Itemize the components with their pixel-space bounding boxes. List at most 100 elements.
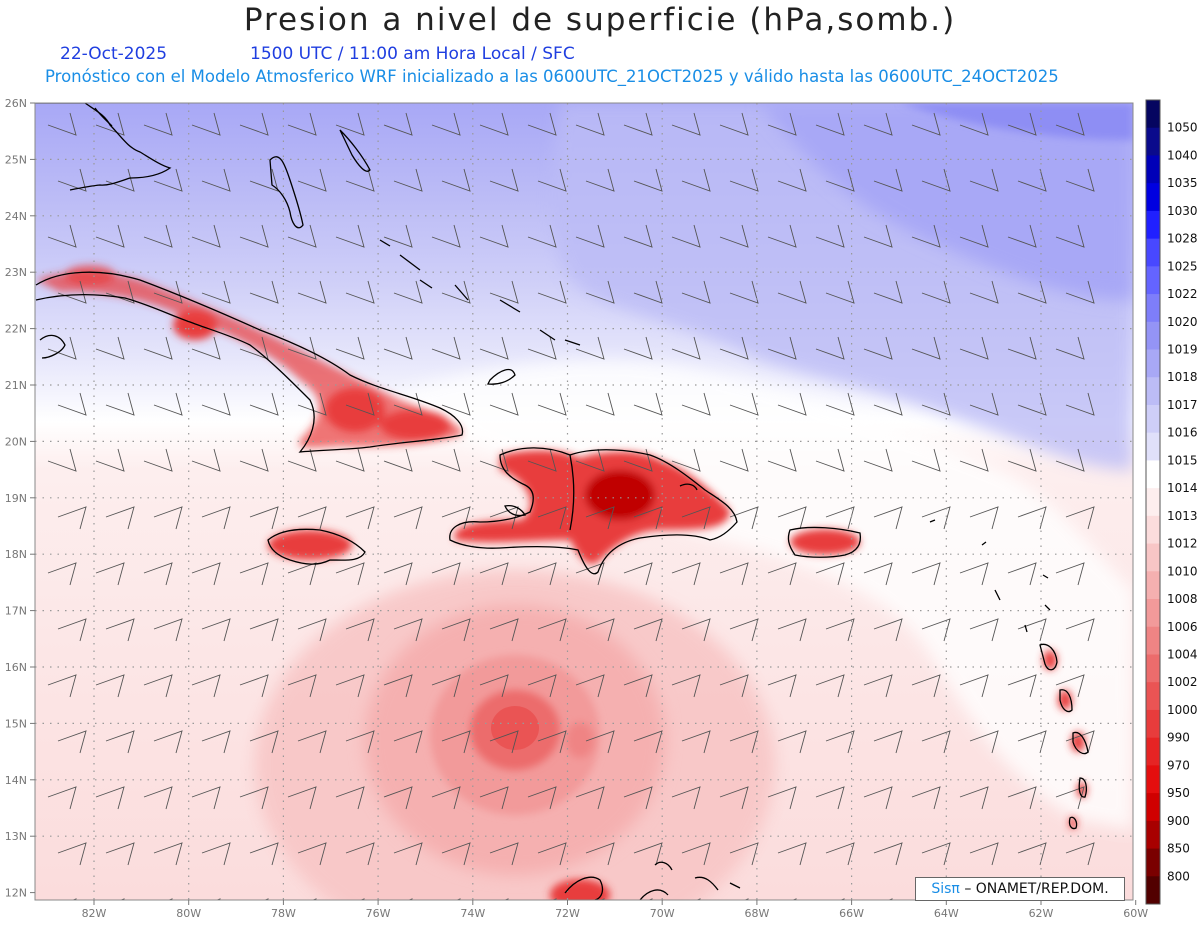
wind-barb [1017, 842, 1047, 866]
wind-barb [777, 730, 807, 754]
wind-barb [537, 168, 567, 192]
wind-barb [215, 898, 221, 900]
wind-barb [695, 898, 701, 900]
wind-barb [503, 898, 509, 900]
wind-barb [297, 618, 327, 642]
colorbar-swatch [1146, 626, 1160, 655]
wind-barb [863, 112, 893, 136]
colorbar-label: 800 [1167, 869, 1190, 883]
wind-barb [1007, 562, 1037, 586]
wind-barb [623, 336, 653, 360]
wind-barb [239, 448, 269, 472]
colorbar-label: 1035 [1167, 176, 1198, 190]
wind-barb [959, 786, 989, 810]
wind-barb [585, 392, 615, 416]
valid-date-line: 22-Oct-2025 1500 UTC / 11:00 am Hora Loca… [60, 44, 575, 64]
wind-barb [1055, 448, 1085, 472]
colorbar-swatch [1146, 820, 1160, 850]
lat-tick-label: 22N [5, 323, 27, 336]
colorbar-swatch [1146, 876, 1160, 905]
wind-barb [479, 786, 509, 810]
wind-barb [873, 392, 903, 416]
credit-box: Sisπ – ONAMET/REP.DOM. [915, 877, 1125, 901]
wind-barb [47, 224, 77, 248]
wind-barb [47, 786, 77, 810]
wind-barb [585, 168, 615, 192]
wind-barb [815, 674, 845, 698]
wind-barb [575, 448, 605, 472]
colorbar-label: 1025 [1167, 259, 1198, 273]
wind-barb [431, 336, 461, 360]
wind-barb [633, 730, 663, 754]
wind-barb [191, 674, 221, 698]
wind-barb [479, 674, 509, 698]
wind-barb [1055, 674, 1085, 698]
wind-barb [191, 786, 221, 810]
wind-barb [767, 112, 797, 136]
wind-barb [249, 168, 279, 192]
wind-barb [57, 730, 87, 754]
colorbar-swatch [1146, 488, 1160, 517]
colorbar-label: 1019 [1167, 343, 1198, 357]
wind-barb [335, 112, 365, 136]
wind-barb [167, 898, 173, 900]
lat-tick-label: 20N [5, 435, 27, 448]
wind-barb [153, 506, 183, 530]
wind-barb [393, 280, 423, 304]
colorbar-swatch [1146, 349, 1160, 378]
wind-barb [1065, 618, 1095, 642]
colorbar-swatch [1146, 238, 1160, 267]
wind-barb [873, 842, 903, 866]
wind-barb [633, 618, 663, 642]
wind-barb [489, 842, 519, 866]
lat-tick-label: 25N [5, 153, 27, 166]
wind-barb [335, 786, 365, 810]
wind-barb [527, 674, 557, 698]
wind-barb [887, 898, 893, 900]
lon-tick-label: 82W [82, 907, 107, 920]
wind-barb [719, 336, 749, 360]
wind-barb [95, 674, 125, 698]
wind-barb [431, 562, 461, 586]
wind-barb [969, 168, 999, 192]
wind-barb [489, 280, 519, 304]
wind-barb [479, 112, 509, 136]
wind-barb [1007, 786, 1037, 810]
wind-barb [431, 448, 461, 472]
wind-barb [383, 448, 413, 472]
wind-barb [143, 674, 173, 698]
colorbar-label: 1012 [1167, 537, 1198, 551]
wind-barb [297, 168, 327, 192]
wind-barb [729, 842, 759, 866]
lat-tick-label: 15N [5, 717, 27, 730]
lon-tick-label: 78W [271, 907, 296, 920]
wind-barb [575, 224, 605, 248]
coastlines [35, 103, 1089, 900]
colorbar-swatch [1146, 543, 1160, 572]
wind-barb [911, 224, 941, 248]
wind-barb [489, 168, 519, 192]
wind-barb [585, 506, 615, 530]
colorbar-label: 1004 [1167, 647, 1198, 661]
wind-barb [1055, 224, 1085, 248]
wind-barb [767, 674, 797, 698]
wind-barb [719, 562, 749, 586]
lon-tick-label: 64W [934, 907, 959, 920]
longitude-labels: 82W 80W 78W 76W 74W 72W 70W 68W 66W 64W 62W 60W [82, 900, 1148, 920]
wind-barb [585, 842, 615, 866]
wind-barb [383, 224, 413, 248]
wind-barb [95, 112, 125, 136]
wind-barb [393, 842, 423, 866]
colorbar-swatch [1146, 709, 1160, 739]
wind-barb [959, 674, 989, 698]
wind-barb [431, 224, 461, 248]
wind-barb [921, 730, 951, 754]
wind-barb [873, 168, 903, 192]
wind-barb [441, 730, 471, 754]
pressure-colorbar: 1050 1040 1035 1030 1028 1025 1022 1020 1019 1018… [1145, 99, 1198, 905]
wind-barb [249, 392, 279, 416]
wind-barb [249, 730, 279, 754]
wind-barb [969, 842, 999, 866]
colorbar-swatch [1146, 515, 1160, 545]
wind-barb [921, 842, 951, 866]
